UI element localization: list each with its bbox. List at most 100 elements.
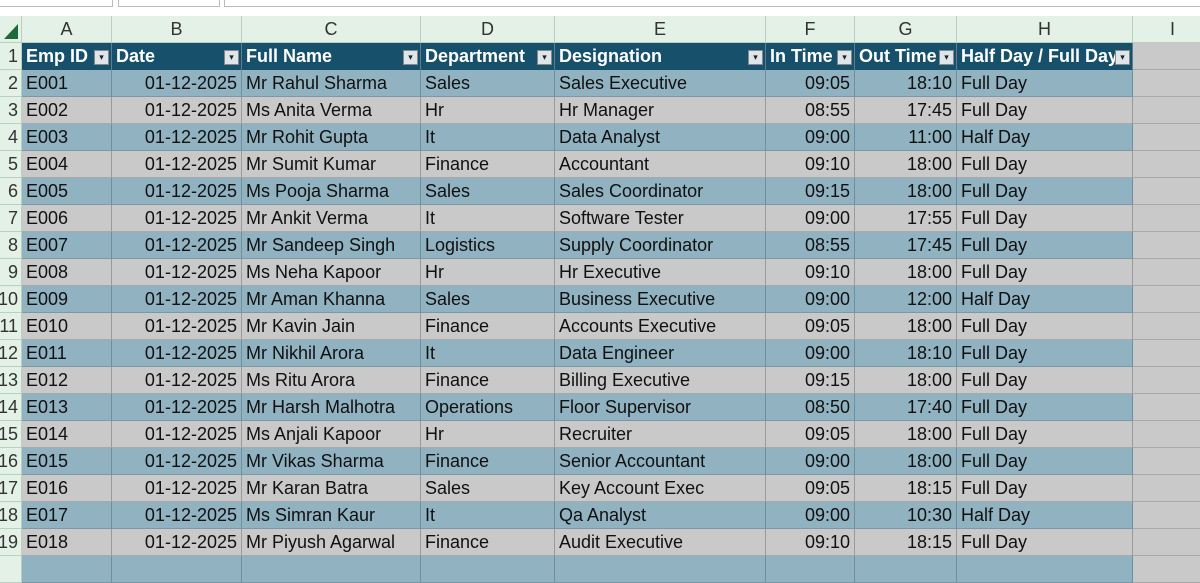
table-cell[interactable]: 01-12-2025 bbox=[112, 151, 242, 178]
table-cell[interactable]: Recruiter bbox=[555, 421, 766, 448]
table-cell[interactable]: 01-12-2025 bbox=[112, 448, 242, 475]
table-cell[interactable]: Floor Supervisor bbox=[555, 394, 766, 421]
empty-cell[interactable] bbox=[1133, 205, 1200, 232]
table-cell[interactable]: 01-12-2025 bbox=[112, 394, 242, 421]
table-cell[interactable]: Mr Rahul Sharma bbox=[242, 70, 421, 97]
table-cell[interactable]: 09:00 bbox=[766, 286, 855, 313]
table-cell[interactable]: 01-12-2025 bbox=[112, 421, 242, 448]
row-header[interactable]: 5 bbox=[0, 151, 22, 178]
table-cell[interactable]: 18:10 bbox=[855, 340, 957, 367]
table-cell[interactable]: E018 bbox=[22, 529, 112, 556]
empty-cell[interactable] bbox=[1133, 340, 1200, 367]
table-cell[interactable]: Sales Executive bbox=[555, 70, 766, 97]
table-cell[interactable]: 01-12-2025 bbox=[112, 502, 242, 529]
table-cell[interactable]: Mr Rohit Gupta bbox=[242, 124, 421, 151]
table-cell[interactable] bbox=[1133, 556, 1200, 583]
empty-cell[interactable] bbox=[1133, 232, 1200, 259]
row-header[interactable]: 17 bbox=[0, 475, 22, 502]
row-header[interactable]: 7 bbox=[0, 205, 22, 232]
table-cell[interactable]: 09:00 bbox=[766, 124, 855, 151]
table-cell[interactable]: 01-12-2025 bbox=[112, 97, 242, 124]
table-cell[interactable]: 09:15 bbox=[766, 178, 855, 205]
table-cell[interactable]: Full Day bbox=[957, 259, 1133, 286]
table-cell[interactable]: 17:45 bbox=[855, 232, 957, 259]
table-cell[interactable]: Full Day bbox=[957, 205, 1133, 232]
table-cell[interactable]: Ms Ritu Arora bbox=[242, 367, 421, 394]
table-cell[interactable]: Billing Executive bbox=[555, 367, 766, 394]
table-cell[interactable]: Mr Kavin Jain bbox=[242, 313, 421, 340]
empty-cell[interactable] bbox=[1133, 151, 1200, 178]
table-cell[interactable]: Mr Aman Khanna bbox=[242, 286, 421, 313]
empty-cell[interactable] bbox=[1133, 97, 1200, 124]
table-cell[interactable]: Mr Sandeep Singh bbox=[242, 232, 421, 259]
column-header[interactable]: A bbox=[22, 16, 112, 43]
table-cell[interactable]: 09:00 bbox=[766, 448, 855, 475]
table-cell[interactable]: 11:00 bbox=[855, 124, 957, 151]
table-cell[interactable]: 17:40 bbox=[855, 394, 957, 421]
table-cell[interactable]: Ms Simran Kaur bbox=[242, 502, 421, 529]
table-cell[interactable]: 01-12-2025 bbox=[112, 70, 242, 97]
table-cell[interactable]: E003 bbox=[22, 124, 112, 151]
table-cell[interactable]: Full Day bbox=[957, 367, 1133, 394]
filter-button[interactable]: ▾ bbox=[537, 50, 552, 65]
table-cell[interactable]: 18:00 bbox=[855, 313, 957, 340]
filter-button[interactable]: ▾ bbox=[403, 50, 418, 65]
column-header[interactable]: E bbox=[555, 16, 766, 43]
empty-cell[interactable] bbox=[1133, 502, 1200, 529]
table-cell[interactable] bbox=[421, 556, 555, 583]
table-cell[interactable]: Full Day bbox=[957, 475, 1133, 502]
table-cell[interactable]: Operations bbox=[421, 394, 555, 421]
table-cell[interactable]: E013 bbox=[22, 394, 112, 421]
table-cell[interactable]: Sales bbox=[421, 178, 555, 205]
name-box[interactable] bbox=[0, 0, 113, 7]
table-cell[interactable]: E012 bbox=[22, 367, 112, 394]
table-cell[interactable]: E010 bbox=[22, 313, 112, 340]
table-cell[interactable]: 18:00 bbox=[855, 367, 957, 394]
table-cell[interactable]: 17:45 bbox=[855, 97, 957, 124]
filter-button[interactable]: ▾ bbox=[939, 50, 954, 65]
row-header[interactable] bbox=[0, 556, 22, 583]
table-cell[interactable]: Mr Vikas Sharma bbox=[242, 448, 421, 475]
table-cell[interactable]: 01-12-2025 bbox=[112, 475, 242, 502]
table-cell[interactable]: Hr bbox=[421, 421, 555, 448]
table-cell[interactable]: 01-12-2025 bbox=[112, 340, 242, 367]
table-cell[interactable]: E016 bbox=[22, 475, 112, 502]
table-cell[interactable]: 18:15 bbox=[855, 529, 957, 556]
table-cell[interactable]: Sales bbox=[421, 475, 555, 502]
table-cell[interactable]: Sales bbox=[421, 70, 555, 97]
table-cell[interactable]: 08:55 bbox=[766, 232, 855, 259]
table-cell[interactable]: 18:10 bbox=[855, 70, 957, 97]
table-cell[interactable]: 01-12-2025 bbox=[112, 259, 242, 286]
table-cell[interactable]: 09:10 bbox=[766, 529, 855, 556]
table-cell[interactable]: Logistics bbox=[421, 232, 555, 259]
table-cell[interactable]: E002 bbox=[22, 97, 112, 124]
empty-cell[interactable] bbox=[1133, 448, 1200, 475]
empty-cell[interactable] bbox=[1133, 529, 1200, 556]
row-header[interactable]: 4 bbox=[0, 124, 22, 151]
table-cell[interactable]: 01-12-2025 bbox=[112, 286, 242, 313]
empty-cell[interactable] bbox=[1133, 394, 1200, 421]
table-cell[interactable]: 09:05 bbox=[766, 421, 855, 448]
empty-cell[interactable] bbox=[1133, 286, 1200, 313]
table-cell[interactable]: Ms Anjali Kapoor bbox=[242, 421, 421, 448]
table-cell[interactable]: Senior Accountant bbox=[555, 448, 766, 475]
table-cell[interactable]: Hr bbox=[421, 259, 555, 286]
table-cell[interactable]: Ms Neha Kapoor bbox=[242, 259, 421, 286]
row-header[interactable]: 19 bbox=[0, 529, 22, 556]
empty-cell[interactable] bbox=[1133, 178, 1200, 205]
table-cell[interactable]: 09:00 bbox=[766, 205, 855, 232]
table-cell[interactable]: Finance bbox=[421, 529, 555, 556]
table-cell[interactable]: 18:00 bbox=[855, 178, 957, 205]
table-cell[interactable]: 18:00 bbox=[855, 259, 957, 286]
table-cell[interactable]: Hr Executive bbox=[555, 259, 766, 286]
table-cell[interactable]: E006 bbox=[22, 205, 112, 232]
table-cell[interactable]: It bbox=[421, 124, 555, 151]
filter-button[interactable]: ▾ bbox=[748, 50, 763, 65]
filter-button[interactable]: ▾ bbox=[1115, 50, 1130, 65]
table-cell[interactable]: Data Analyst bbox=[555, 124, 766, 151]
table-cell[interactable]: 09:10 bbox=[766, 259, 855, 286]
table-cell[interactable]: Full Day bbox=[957, 232, 1133, 259]
table-cell[interactable]: E005 bbox=[22, 178, 112, 205]
table-cell[interactable]: Half Day bbox=[957, 286, 1133, 313]
table-cell[interactable]: Ms Pooja Sharma bbox=[242, 178, 421, 205]
